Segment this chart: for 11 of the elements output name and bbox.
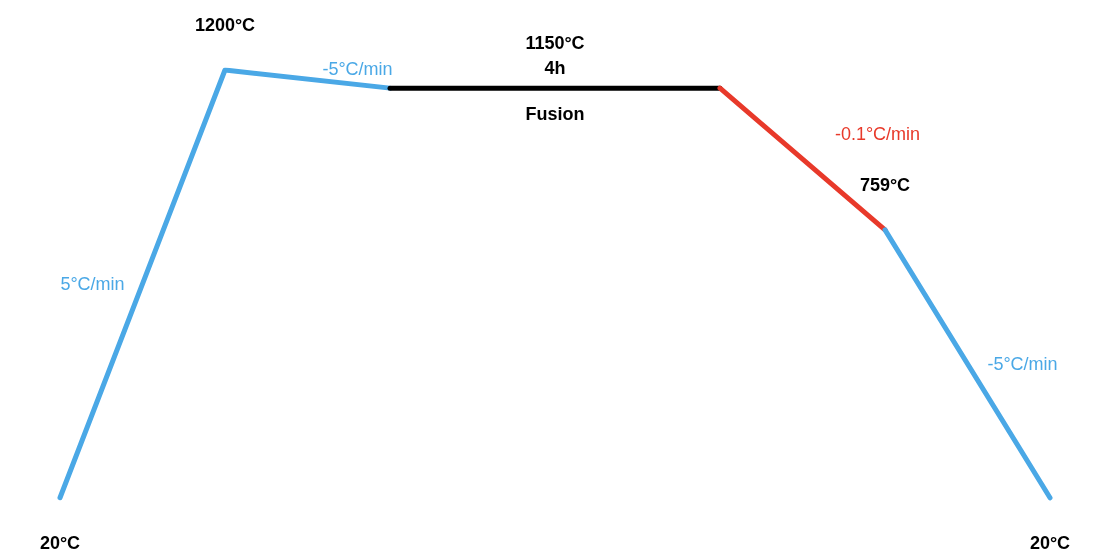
data-label: 759°C <box>859 174 911 195</box>
data-label: 1200°C <box>194 15 256 35</box>
data-label: 1150°C <box>525 33 585 54</box>
annotation: -5°C/min <box>987 353 1058 374</box>
data-label: 20°C <box>39 532 81 553</box>
annotation: Fusion <box>525 104 585 125</box>
annotation: -5°C/min <box>322 59 393 80</box>
annotation: 4h <box>544 58 566 79</box>
annotation: 5°C/min <box>60 273 125 294</box>
data-label: 20°C <box>1029 532 1071 553</box>
annotation: -0.1°C/min <box>834 123 921 144</box>
